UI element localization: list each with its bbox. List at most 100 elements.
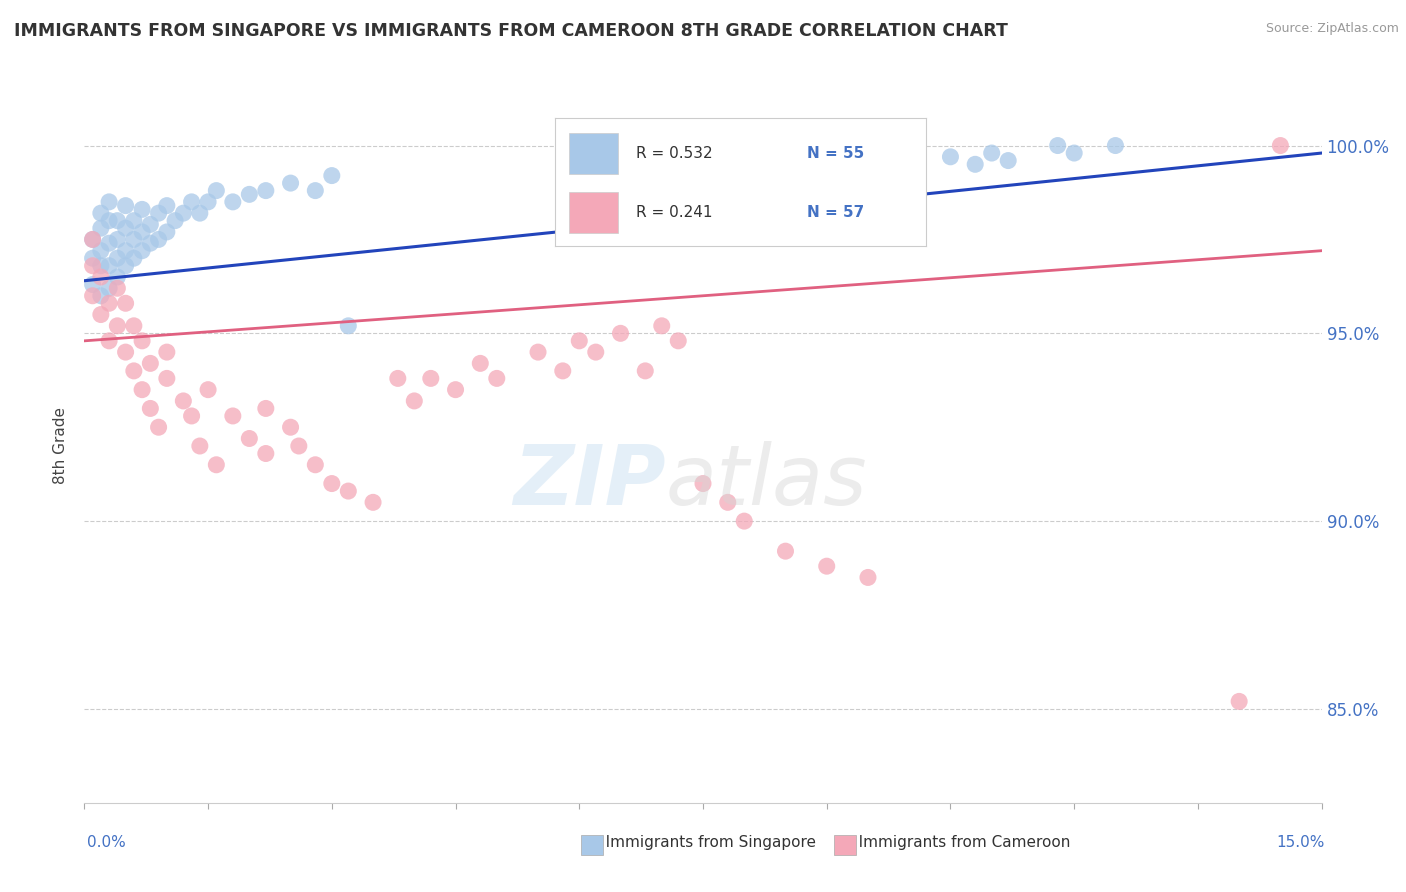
Point <box>651 318 673 333</box>
Text: Immigrants from Singapore: Immigrants from Singapore <box>591 836 815 850</box>
Point <box>288 439 311 453</box>
Y-axis label: 8th Grade: 8th Grade <box>53 408 69 484</box>
Point <box>470 356 492 370</box>
Point <box>666 334 689 348</box>
Point <box>222 409 245 423</box>
Point <box>148 206 170 220</box>
Point <box>139 236 162 251</box>
Point <box>156 345 179 359</box>
Point <box>280 176 302 190</box>
Point <box>609 326 631 341</box>
Point <box>98 213 121 227</box>
Point <box>304 184 326 198</box>
Point <box>585 345 607 359</box>
Point <box>114 244 136 258</box>
Point <box>114 259 136 273</box>
Point <box>815 559 838 574</box>
Point <box>156 225 179 239</box>
Point <box>1227 694 1250 708</box>
Point <box>90 244 112 258</box>
Point <box>105 213 128 227</box>
Point <box>131 334 153 348</box>
Point <box>82 251 104 265</box>
Point <box>337 318 360 333</box>
Point <box>122 232 145 246</box>
Point <box>90 289 112 303</box>
Point <box>156 199 179 213</box>
Point <box>82 232 104 246</box>
Point <box>692 476 714 491</box>
Point <box>634 364 657 378</box>
Point <box>775 544 797 558</box>
Point <box>148 232 170 246</box>
Point <box>122 364 145 378</box>
Point <box>321 169 343 183</box>
Point <box>105 251 128 265</box>
Point <box>122 318 145 333</box>
Point <box>361 495 384 509</box>
Point <box>254 184 277 198</box>
Point <box>90 270 112 285</box>
Point <box>254 446 277 460</box>
Point <box>898 169 921 183</box>
Point <box>254 401 277 416</box>
Point <box>188 439 211 453</box>
Point <box>82 259 104 273</box>
Point <box>568 334 591 348</box>
Point <box>105 281 128 295</box>
Point <box>404 393 426 408</box>
Point <box>114 221 136 235</box>
Point <box>197 194 219 209</box>
Text: 0.0%: 0.0% <box>87 836 127 850</box>
FancyBboxPatch shape <box>581 835 603 855</box>
Point <box>180 194 202 209</box>
Point <box>485 371 508 385</box>
Point <box>139 218 162 232</box>
Point <box>1104 138 1126 153</box>
Point <box>527 345 550 359</box>
Point <box>197 383 219 397</box>
Point <box>98 334 121 348</box>
Point <box>98 296 121 310</box>
Point <box>733 514 755 528</box>
Point <box>717 495 740 509</box>
Point <box>105 318 128 333</box>
Point <box>337 484 360 499</box>
Point <box>90 206 112 220</box>
Point <box>90 259 112 273</box>
Point <box>304 458 326 472</box>
Point <box>551 364 574 378</box>
Point <box>98 259 121 273</box>
Point <box>131 225 153 239</box>
Point <box>980 146 1002 161</box>
Point <box>387 371 409 385</box>
Point <box>205 458 228 472</box>
Point <box>122 251 145 265</box>
Point <box>98 194 121 209</box>
Point <box>180 409 202 423</box>
Point <box>82 232 104 246</box>
Point <box>105 270 128 285</box>
Point <box>856 570 879 584</box>
Point <box>90 221 112 235</box>
Text: 15.0%: 15.0% <box>1277 836 1324 850</box>
Point <box>105 232 128 246</box>
Point <box>997 153 1019 168</box>
Point <box>419 371 441 385</box>
Point <box>139 401 162 416</box>
Point <box>98 236 121 251</box>
Point <box>222 194 245 209</box>
Point <box>82 289 104 303</box>
Point <box>205 184 228 198</box>
Text: Source: ZipAtlas.com: Source: ZipAtlas.com <box>1265 22 1399 36</box>
Point <box>1046 138 1069 153</box>
Point <box>139 356 162 370</box>
Point <box>122 213 145 227</box>
Point <box>114 296 136 310</box>
Point <box>965 157 987 171</box>
Point <box>82 277 104 292</box>
Text: Immigrants from Cameroon: Immigrants from Cameroon <box>844 836 1070 850</box>
Point <box>238 187 260 202</box>
Point <box>856 157 879 171</box>
Point <box>188 206 211 220</box>
